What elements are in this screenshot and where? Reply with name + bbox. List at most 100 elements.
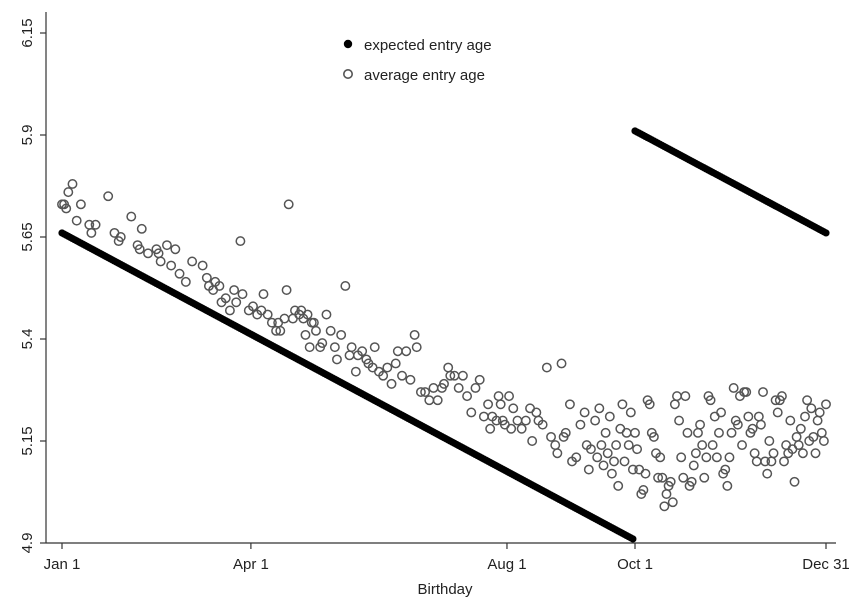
average-point	[506, 423, 517, 434]
average-point	[751, 456, 762, 467]
average-point	[806, 403, 817, 414]
average-point	[665, 476, 676, 487]
average-point	[678, 472, 689, 483]
average-point	[818, 436, 829, 446]
average-point	[504, 391, 515, 402]
average-point	[302, 309, 313, 320]
average-point	[466, 407, 477, 418]
average-point	[583, 464, 594, 475]
average-point	[758, 387, 768, 397]
average-point	[197, 260, 208, 271]
average-point	[258, 289, 269, 300]
average-point	[699, 472, 710, 483]
average-point	[485, 423, 496, 434]
average-point	[415, 387, 426, 397]
x-tick-label: Jan 1	[44, 556, 81, 573]
average-point	[556, 358, 567, 369]
average-point	[810, 448, 821, 459]
average-point	[766, 456, 777, 467]
average-point	[821, 399, 831, 410]
average-point	[682, 427, 693, 438]
average-point	[749, 448, 760, 459]
average-point	[772, 407, 783, 418]
series-expected-entry-age	[58, 127, 830, 543]
average-point	[275, 325, 286, 336]
average-point	[311, 325, 321, 336]
average-point	[596, 440, 607, 451]
average-point	[672, 391, 682, 402]
average-point	[640, 468, 651, 479]
average-point	[516, 423, 527, 434]
average-point	[598, 460, 609, 471]
average-point	[75, 199, 86, 210]
average-point	[220, 293, 231, 304]
average-point	[753, 411, 764, 422]
average-point	[592, 452, 603, 463]
average-point	[136, 223, 147, 234]
average-point	[594, 403, 605, 414]
average-point	[126, 211, 137, 222]
average-point	[657, 472, 668, 483]
legend-label-expected: expected entry age	[364, 37, 492, 54]
average-point	[346, 342, 357, 353]
average-point	[609, 456, 619, 467]
average-point	[166, 260, 177, 271]
average-point	[321, 309, 332, 320]
y-tick-label: 5.65	[19, 222, 36, 251]
average-point	[180, 276, 191, 287]
legend-marker-average	[342, 69, 353, 80]
average-point	[732, 419, 743, 430]
average-point	[779, 456, 789, 467]
average-point	[155, 256, 166, 267]
expected-point	[629, 535, 637, 543]
average-point	[495, 399, 506, 410]
average-point	[611, 440, 622, 451]
average-point	[420, 387, 431, 397]
average-point	[325, 325, 336, 336]
average-point	[304, 342, 315, 353]
average-point	[797, 448, 808, 459]
average-point	[462, 391, 473, 402]
average-point	[340, 281, 351, 291]
average-point	[508, 403, 519, 414]
average-point	[560, 427, 571, 438]
average-point	[541, 362, 552, 373]
average-point	[802, 395, 813, 406]
average-point	[453, 383, 464, 393]
average-point	[785, 415, 796, 426]
average-point	[411, 342, 422, 353]
average-point	[281, 285, 292, 295]
average-point	[483, 399, 494, 410]
average-point	[800, 411, 810, 422]
average-point	[632, 444, 643, 455]
average-point	[537, 419, 548, 430]
legend-label-average: average entry age	[364, 67, 485, 84]
average-point	[445, 370, 456, 381]
average-point	[571, 452, 582, 463]
average-point	[386, 378, 397, 389]
average-point	[214, 281, 225, 291]
average-point	[695, 419, 706, 430]
average-point	[814, 407, 825, 418]
average-point	[705, 395, 716, 406]
average-point	[701, 452, 712, 463]
average-point	[279, 313, 290, 324]
average-point	[86, 227, 97, 238]
average-point	[623, 440, 634, 451]
y-tick-label: 6.15	[19, 18, 36, 47]
average-point	[630, 427, 640, 438]
average-point	[71, 215, 82, 226]
average-point	[686, 476, 697, 487]
average-point	[659, 501, 670, 512]
average-point	[653, 472, 664, 483]
average-point	[229, 285, 240, 295]
average-point	[619, 456, 630, 467]
average-point	[575, 419, 586, 430]
average-point	[143, 248, 154, 259]
average-point	[590, 415, 601, 426]
average-point	[201, 272, 212, 283]
average-point	[546, 431, 556, 442]
average-point	[401, 346, 412, 357]
average-point	[392, 346, 403, 357]
